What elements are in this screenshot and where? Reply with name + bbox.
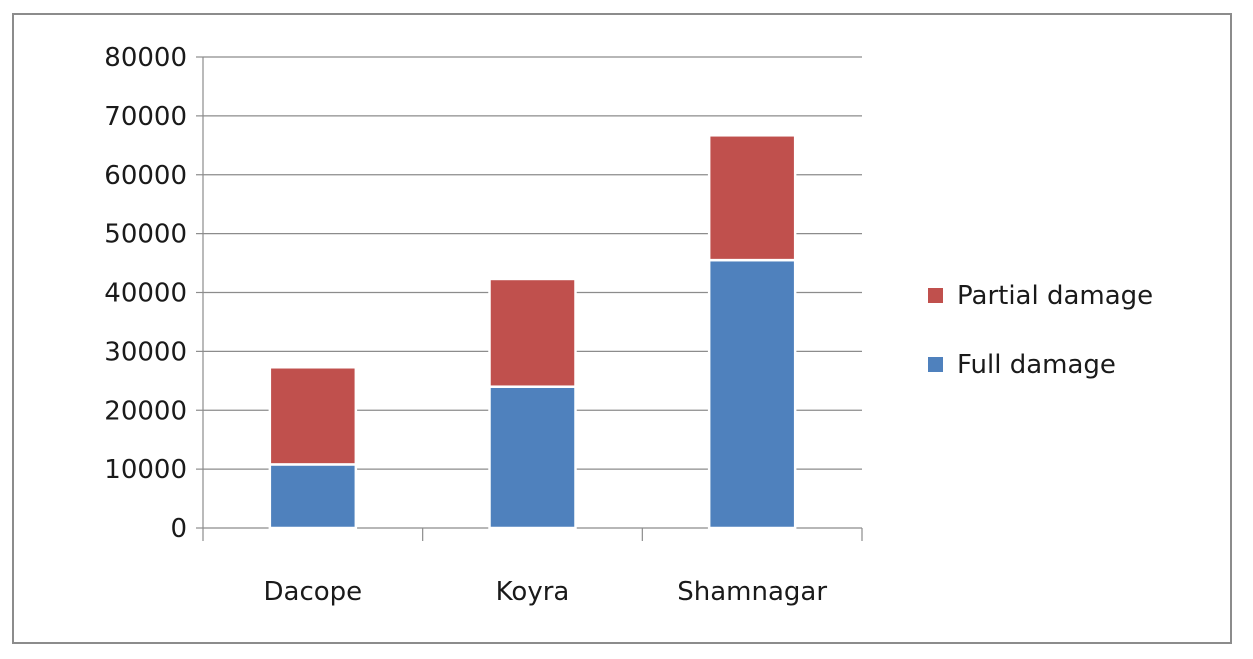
bar-partial-damage-dacope — [268, 366, 358, 466]
x-tick-label: Koyra — [496, 577, 570, 607]
x-tick-label: Dacope — [264, 577, 363, 607]
legend-swatch-partial-damage — [928, 288, 943, 303]
legend: Partial damage Full damage — [928, 281, 1153, 380]
y-tick-label: 30000 — [104, 337, 187, 367]
x-tick-label: Shamnagar — [677, 577, 827, 607]
bar-full-damage-dacope — [268, 463, 358, 530]
tick-labels: 0 10000 20000 30000 40000 50000 60000 70000 8000… — [104, 43, 827, 607]
bars — [268, 134, 797, 530]
bar-partial-damage-koyra — [488, 277, 577, 388]
bar-full-damage-koyra — [488, 385, 577, 530]
legend-label-full-damage: Full damage — [957, 350, 1116, 380]
y-tick-label: 70000 — [104, 102, 187, 132]
legend-label-partial-damage: Partial damage — [957, 281, 1153, 311]
bar-full-damage-shamnagar — [707, 258, 797, 530]
legend-swatch-full-damage — [928, 357, 943, 372]
chart-frame — [12, 13, 1232, 644]
y-tick-label: 50000 — [104, 220, 187, 250]
bar-partial-damage-shamnagar — [707, 134, 797, 262]
y-tick-label: 0 — [170, 514, 187, 544]
y-tick-label: 80000 — [104, 43, 187, 73]
y-tick-label: 40000 — [104, 279, 187, 309]
y-tick-label: 20000 — [104, 396, 187, 426]
y-tick-label: 10000 — [104, 455, 187, 485]
y-tick-label: 60000 — [104, 161, 187, 191]
